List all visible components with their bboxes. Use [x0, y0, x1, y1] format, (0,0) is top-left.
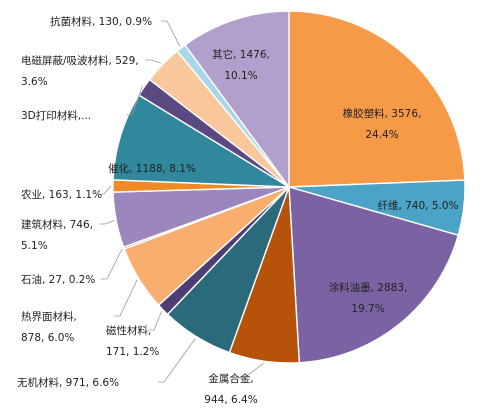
- slice-label: 热界面材料, 878, 6.0%: [21, 310, 77, 344]
- pie-slice: [112, 94, 292, 188]
- leader-line: [238, 362, 264, 379]
- leader-line: [114, 279, 138, 317]
- leader-line: [126, 85, 143, 116]
- pie-slice: [288, 186, 460, 364]
- slice-label: 电磁屏蔽/吸波材料, 529, 3.6%: [21, 54, 139, 88]
- slice-label: 3D打印材料,...: [21, 109, 91, 122]
- leader-line: [161, 20, 181, 47]
- slice-label: 建筑材料, 746, 5.1%: [21, 218, 93, 252]
- slice-label: 抗菌材料, 130, 0.9%: [50, 15, 152, 28]
- leader-line: [158, 338, 196, 383]
- pie-slice: [288, 10, 466, 188]
- slice-label: 金属合金, 944, 6.4%: [204, 372, 257, 406]
- leader-line: [148, 311, 162, 331]
- leader-line: [101, 248, 123, 280]
- slice-label: 催化, 1188, 8.1%: [108, 162, 196, 175]
- slice-label: 石油, 27, 0.2%: [21, 273, 95, 286]
- slice-label: 磁性材料, 171, 1.2%: [106, 324, 159, 358]
- slice-label: 无机材料, 971, 6.6%: [17, 376, 119, 389]
- leader-line: [99, 220, 115, 225]
- leader-line: [98, 185, 112, 195]
- slice-label: 橡胶塑料, 3576, 24.4%: [343, 107, 422, 141]
- slice-label: 纤维, 740, 5.0%: [377, 199, 458, 212]
- slice-label: 其它, 1476, 10.1%: [212, 48, 270, 82]
- slice-label: 涂料油墨, 2883, 19.7%: [329, 281, 408, 315]
- leader-line: [145, 59, 162, 64]
- pie-slice: [184, 10, 290, 190]
- slice-label: 农业, 163, 1.1%: [21, 188, 102, 201]
